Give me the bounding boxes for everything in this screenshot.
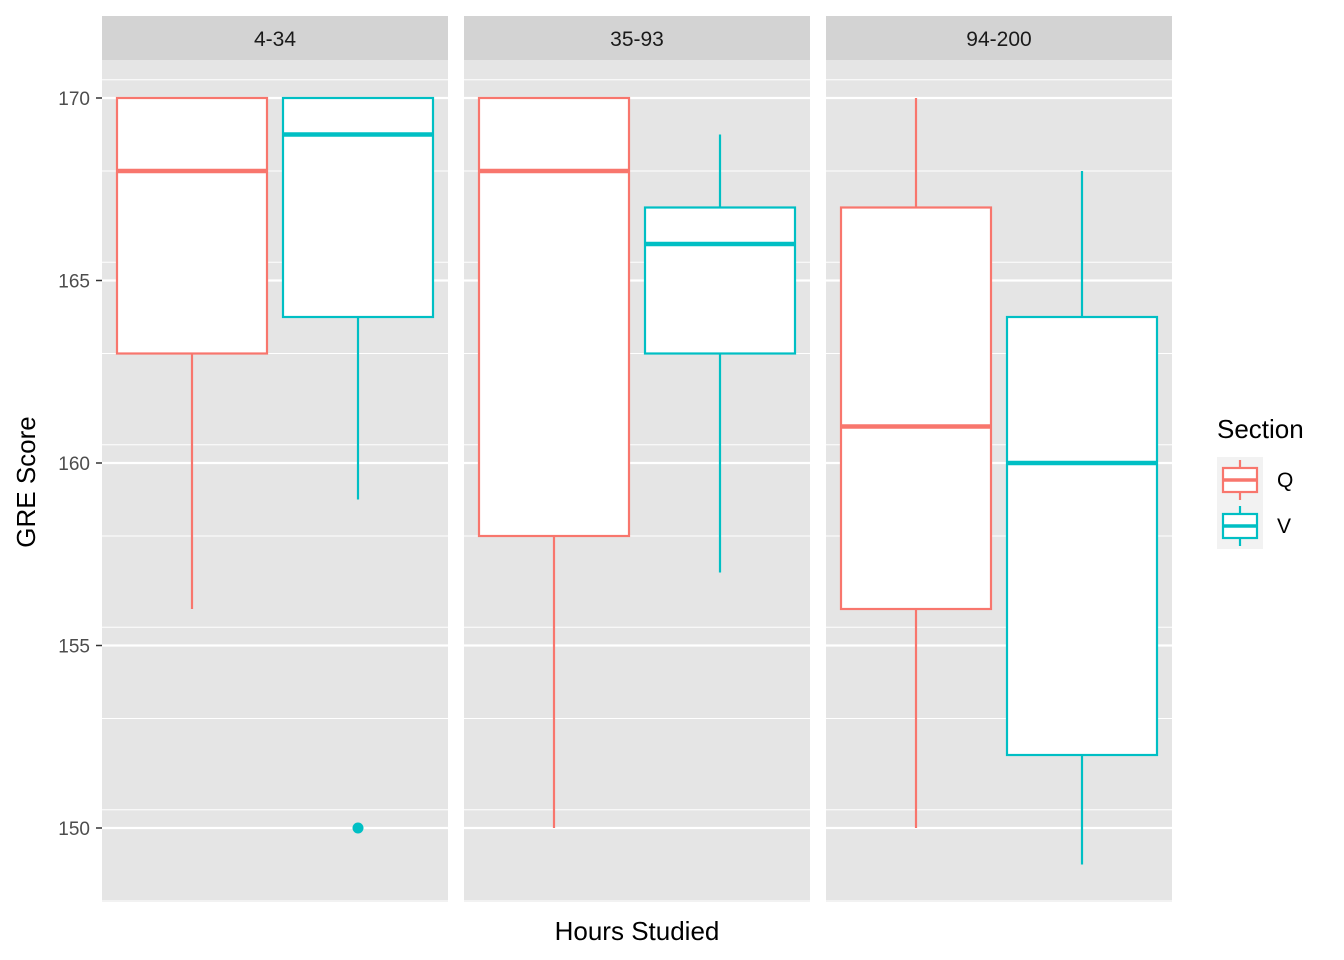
legend-item-V: V bbox=[1217, 503, 1291, 549]
legend-item-Q: Q bbox=[1217, 457, 1293, 503]
box-V-94-200 bbox=[1005, 171, 1159, 865]
outlier-point bbox=[352, 822, 364, 834]
iqr-box bbox=[643, 206, 797, 355]
box-V-35-93 bbox=[643, 134, 797, 573]
y-axis: 150 155 160 165 170 bbox=[58, 89, 102, 840]
y-tick-label: 170 bbox=[58, 89, 90, 110]
facet-strip bbox=[102, 16, 448, 60]
box-Q-35-93 bbox=[477, 96, 631, 828]
box-Q-4-34 bbox=[115, 96, 269, 609]
box-V-4-34 bbox=[281, 96, 435, 834]
legend-label: V bbox=[1277, 515, 1291, 538]
y-tick-label: 160 bbox=[58, 454, 90, 475]
box-Q-94-200 bbox=[839, 98, 993, 828]
facet-strip bbox=[826, 16, 1172, 60]
facet-label: 35-93 bbox=[610, 28, 664, 51]
iqr-box bbox=[281, 96, 435, 319]
iqr-box bbox=[1005, 315, 1159, 757]
iqr-box bbox=[115, 96, 269, 355]
legend: Section QV bbox=[1217, 414, 1304, 549]
x-axis-label: Hours Studied bbox=[555, 916, 720, 946]
iqr-box bbox=[477, 96, 631, 538]
facet-panels: 4-34 35-93 94-200 bbox=[102, 16, 1172, 902]
iqr-box bbox=[839, 206, 993, 611]
y-tick-label: 150 bbox=[58, 819, 90, 840]
y-axis-label: GRE Score bbox=[11, 416, 41, 548]
facet-label: 4-34 bbox=[254, 28, 296, 51]
facet-label: 94-200 bbox=[966, 28, 1031, 51]
y-tick-label: 155 bbox=[58, 637, 90, 658]
legend-title: Section bbox=[1217, 414, 1304, 444]
legend-label: Q bbox=[1277, 469, 1293, 492]
y-tick-label: 165 bbox=[58, 272, 90, 293]
facet-strip bbox=[464, 16, 810, 60]
